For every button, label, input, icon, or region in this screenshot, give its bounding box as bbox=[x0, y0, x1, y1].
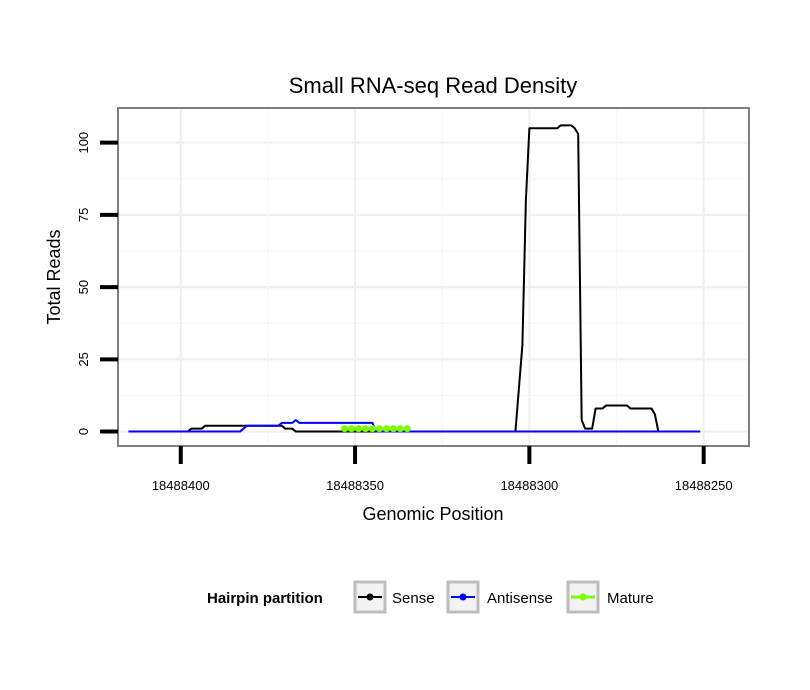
series-layer bbox=[128, 124, 701, 433]
plot-border bbox=[117, 107, 750, 447]
x-tick-label: 18488350 bbox=[326, 478, 384, 493]
legend-point-mature bbox=[579, 593, 587, 601]
data-point-mature bbox=[341, 425, 349, 433]
y-axis-title: Total Reads bbox=[44, 229, 64, 324]
plot-area bbox=[118, 108, 749, 446]
legend-point-sense bbox=[366, 593, 374, 601]
data-point-mature bbox=[389, 425, 397, 433]
series-line-antisense bbox=[128, 419, 701, 433]
data-point-mature bbox=[362, 425, 370, 433]
y-tick-label: 75 bbox=[76, 208, 91, 222]
data-point-mature bbox=[375, 425, 383, 433]
data-point-mature bbox=[382, 425, 390, 433]
legend-label-sense: Sense bbox=[392, 590, 435, 607]
x-axis-title: Genomic Position bbox=[362, 504, 503, 524]
grid-lines bbox=[118, 108, 749, 446]
legend-label-antisense: Antisense bbox=[487, 590, 553, 607]
y-tick-label: 50 bbox=[76, 280, 91, 294]
data-point-mature bbox=[368, 425, 376, 433]
y-tick-label: 100 bbox=[76, 132, 91, 154]
x-tick-label: 18488400 bbox=[152, 478, 210, 493]
data-point-mature bbox=[348, 425, 356, 433]
y-tick-label: 25 bbox=[76, 352, 91, 366]
legend: Hairpin partition Sense Antisense Mature bbox=[207, 580, 654, 614]
legend-point-antisense bbox=[459, 593, 467, 601]
data-point-mature bbox=[355, 425, 363, 433]
legend-title: Hairpin partition bbox=[207, 590, 323, 607]
axes: 0 25 50 75 100 18488400 18488350 18488300 184882… bbox=[76, 107, 750, 493]
chart-title: Small RNA-seq Read Density bbox=[289, 73, 578, 98]
data-point-mature bbox=[403, 425, 411, 433]
y-tick-label: 0 bbox=[76, 428, 91, 435]
x-tick-label: 18488250 bbox=[675, 478, 733, 493]
legend-label-mature: Mature bbox=[607, 590, 654, 607]
x-tick-label: 18488300 bbox=[500, 478, 558, 493]
data-point-mature bbox=[396, 425, 404, 433]
plot-background bbox=[118, 108, 749, 446]
